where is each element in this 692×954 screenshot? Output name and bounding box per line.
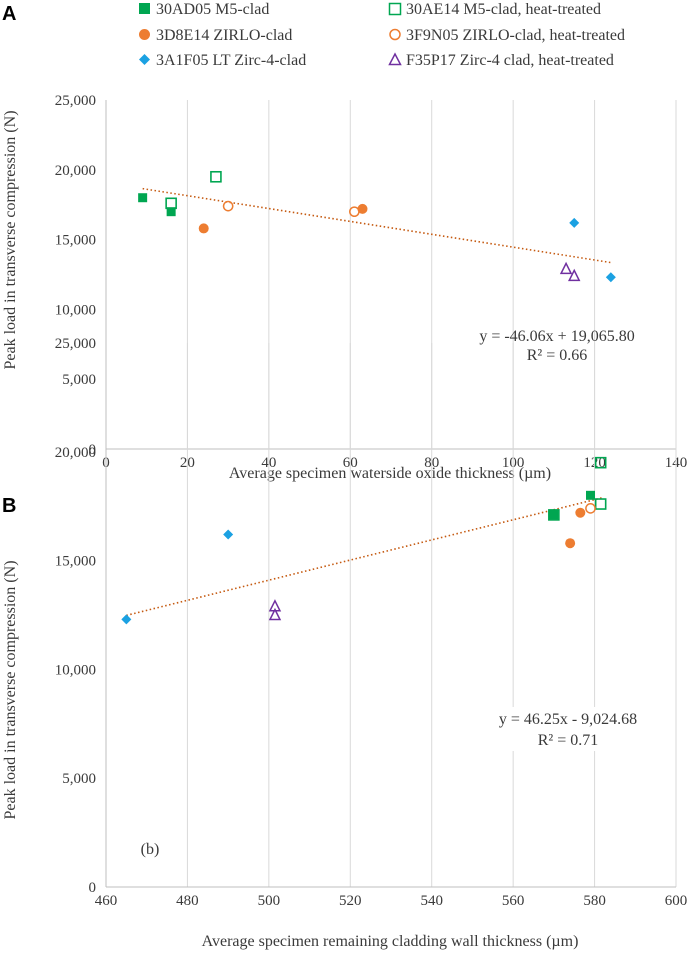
x-tick-label: 560 bbox=[502, 893, 525, 909]
legend-marker-square-open bbox=[388, 2, 402, 16]
legend-item: 3A1F05 LT Zirc-4-clad bbox=[139, 52, 306, 69]
data-point bbox=[198, 223, 209, 234]
y-tick-label: 0 bbox=[89, 442, 97, 458]
data-point bbox=[594, 456, 607, 469]
legend-marker-square-filled bbox=[139, 3, 150, 14]
x-tick-label: 540 bbox=[420, 893, 443, 909]
y-tick-labels: 0 5,000 10,000 15,000 20,000 25,000 bbox=[55, 93, 96, 458]
legend-label: F35P17 Zirc-4 clad, heat-treated bbox=[406, 52, 614, 69]
y-tick-label: 10,000 bbox=[55, 302, 96, 318]
x-tick-label: 580 bbox=[583, 893, 606, 909]
legend-item: F35P17 Zirc-4 clad, heat-treated bbox=[388, 52, 614, 69]
data-point bbox=[138, 193, 148, 203]
data-point bbox=[559, 261, 573, 275]
r-squared-text: R² = 0.71 bbox=[538, 732, 599, 749]
chart-panel-b: B 460 480 500 520 540 560 580 600 0 5,000 10,000 1… bbox=[2, 336, 687, 950]
trendline-equation: y = -46.06x + 19,065.80 R² = 0.66 bbox=[479, 328, 634, 364]
data-points bbox=[121, 456, 607, 625]
chart-panel-a: A 020406080100120140 05,00010,00015,0002… bbox=[2, 3, 687, 482]
x-tick-label: 460 bbox=[95, 893, 118, 909]
legend-label: 3D8E14 ZIRLO-clad bbox=[156, 27, 292, 44]
trendline bbox=[142, 187, 611, 264]
data-point bbox=[585, 503, 596, 514]
equation-text: y = -46.06x + 19,065.80 bbox=[479, 328, 634, 345]
panel-annotation: (b) bbox=[141, 841, 160, 858]
panel-label: B bbox=[2, 495, 16, 517]
data-point bbox=[223, 529, 234, 540]
y-tick-label: 10,000 bbox=[55, 662, 96, 678]
equation-box bbox=[478, 707, 661, 751]
y-tick-label: 0 bbox=[89, 880, 97, 896]
x-tick-label: 500 bbox=[258, 893, 281, 909]
data-point bbox=[586, 490, 595, 500]
y-tick-label: 15,000 bbox=[55, 233, 96, 249]
x-tick-labels: 460 480 500 520 540 560 580 600 bbox=[95, 893, 688, 909]
legend-item: 30AD05 M5-clad bbox=[139, 1, 269, 18]
data-points bbox=[138, 170, 616, 283]
gridlines bbox=[186, 100, 677, 449]
data-point bbox=[165, 197, 177, 210]
legend-marker-circle-open bbox=[389, 28, 401, 41]
legend-label: 3F9N05 ZIRLO-clad, heat-treated bbox=[406, 27, 625, 44]
legend-marker-triangle-open bbox=[388, 52, 402, 66]
y-tick-label: 20,000 bbox=[55, 445, 96, 461]
data-point bbox=[166, 207, 176, 217]
data-point bbox=[548, 509, 560, 521]
legend-item: 3D8E14 ZIRLO-clad bbox=[139, 27, 292, 44]
data-point bbox=[569, 217, 580, 228]
y-axis-label: Peak load in transverse compression (N) bbox=[2, 110, 19, 369]
equation-text: y = 46.25x - 9,024.68 bbox=[499, 711, 637, 728]
r-squared-text: R² = 0.66 bbox=[527, 347, 588, 364]
data-point bbox=[568, 268, 581, 282]
data-point bbox=[605, 272, 616, 283]
data-point bbox=[222, 200, 234, 212]
legend-label: 30AD05 M5-clad bbox=[156, 1, 269, 18]
data-point bbox=[357, 203, 368, 214]
data-point bbox=[575, 507, 586, 518]
y-tick-label: 25,000 bbox=[55, 93, 96, 109]
y-tick-label: 20,000 bbox=[55, 163, 96, 179]
x-tick-label: 480 bbox=[176, 893, 199, 909]
y-tick-label: 15,000 bbox=[55, 554, 96, 570]
data-point bbox=[565, 538, 576, 549]
gridlines bbox=[186, 343, 677, 887]
axes bbox=[105, 100, 676, 450]
x-axis-label: Average specimen remaining cladding wall… bbox=[202, 933, 579, 950]
legend: 30AD05 M5-clad 30AE14 M5-clad, heat-trea… bbox=[139, 1, 625, 69]
y-axis-label: Peak load in transverse compression (N) bbox=[2, 560, 19, 819]
y-tick-label: 25,000 bbox=[55, 336, 96, 352]
legend-item: 30AE14 M5-clad, heat-treated bbox=[388, 1, 601, 18]
trendline-equation: y = 46.25x - 9,024.68 R² = 0.71 bbox=[499, 711, 637, 749]
y-tick-label: 5,000 bbox=[62, 771, 96, 787]
x-tick-label: 600 bbox=[665, 893, 688, 909]
legend-marker-circle-filled bbox=[139, 29, 150, 40]
y-tick-label: 5,000 bbox=[62, 372, 96, 388]
data-point bbox=[210, 170, 222, 183]
legend-label: 30AE14 M5-clad, heat-treated bbox=[406, 1, 601, 18]
panel-label: A bbox=[2, 3, 16, 25]
axes bbox=[105, 343, 676, 888]
legend-marker-diamond-filled bbox=[139, 54, 150, 65]
legend-label: 3A1F05 LT Zirc-4-clad bbox=[156, 52, 306, 69]
data-point bbox=[549, 510, 559, 520]
legend-item: 3F9N05 ZIRLO-clad, heat-treated bbox=[389, 27, 625, 44]
trendline bbox=[126, 496, 603, 617]
data-point bbox=[349, 206, 360, 218]
data-point bbox=[594, 498, 607, 510]
data-point bbox=[268, 607, 282, 621]
x-tick-label: 520 bbox=[339, 893, 362, 909]
data-point bbox=[121, 614, 132, 625]
x-axis-label: Average specimen waterside oxide thickne… bbox=[229, 465, 551, 482]
y-tick-labels: 0 5,000 10,000 15,000 20,000 25,000 bbox=[55, 336, 96, 896]
